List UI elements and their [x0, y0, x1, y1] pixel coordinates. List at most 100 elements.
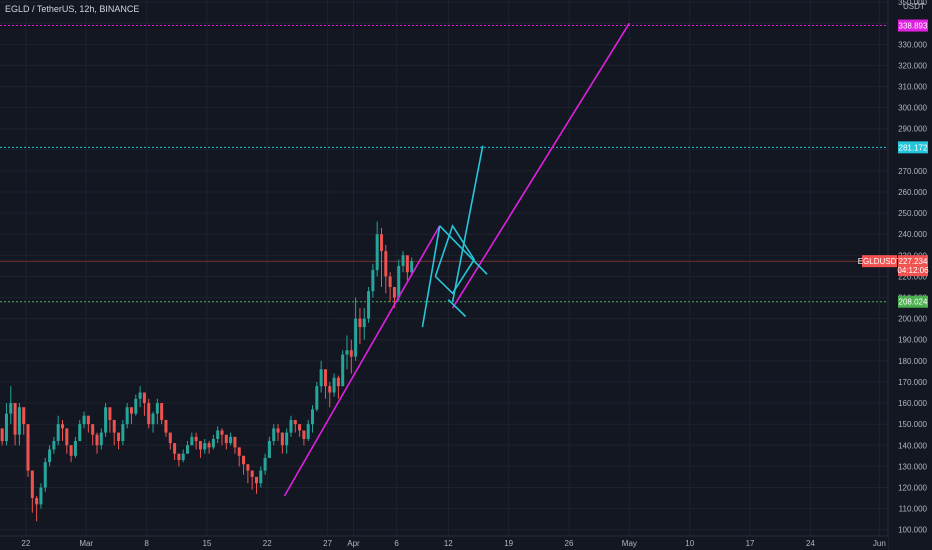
trendline [434, 223, 476, 295]
candle-body [190, 436, 194, 446]
candle-body [341, 354, 345, 387]
candle-body [112, 419, 116, 433]
candle-body [384, 251, 388, 277]
candle-body [117, 432, 121, 442]
candle-body [298, 424, 302, 431]
candle-body [26, 424, 30, 471]
candle-body [73, 441, 77, 456]
time-tick-label: 8 [144, 539, 149, 548]
level-price-tag [898, 19, 928, 32]
price-tick-label: 350.000 [898, 0, 927, 7]
candle-body [198, 441, 202, 450]
candle-body [173, 443, 177, 454]
candle-body [345, 350, 349, 355]
candle-body [69, 445, 73, 456]
candle-body [371, 270, 375, 292]
time-tick-label: 24 [806, 539, 815, 548]
time-tick-label: Apr [347, 539, 360, 548]
candle-body [56, 424, 60, 442]
level-price-tag-text: 281.172 [899, 143, 928, 152]
candle-body [224, 434, 228, 444]
candle-body [289, 419, 293, 433]
candle-body [125, 407, 129, 425]
price-tick-label: 300.000 [898, 104, 927, 113]
candle-body [0, 428, 4, 442]
candle-body [392, 286, 396, 298]
candle-body [285, 432, 289, 446]
price-tick-label: 160.000 [898, 399, 927, 408]
trendline [421, 225, 441, 328]
time-tick-label: 22 [263, 539, 272, 548]
candle-body [354, 318, 358, 357]
time-tick-label: 22 [21, 539, 30, 548]
candle-body [405, 255, 409, 273]
candle-body [138, 392, 142, 399]
candle-body [155, 403, 159, 414]
trendline [447, 299, 467, 318]
price-tick-label: 310.000 [898, 83, 927, 92]
symbol-tag-text: EGLDUSDT [858, 257, 902, 266]
time-axis-panel[interactable] [0, 536, 888, 550]
candle-body [379, 234, 384, 252]
candle-body [315, 386, 319, 410]
countdown-tag-text: 04:12:06 [897, 266, 929, 275]
candle-body [121, 424, 125, 442]
chart-title: EGLD / TetherUS, 12h, BINANCE [5, 4, 140, 14]
candle-body [104, 407, 108, 433]
candle-body [293, 419, 297, 425]
level-price-tag [898, 141, 928, 154]
price-tick-label: 140.000 [898, 441, 927, 450]
symbol-tag [862, 255, 897, 268]
candle-body [147, 403, 151, 425]
candle-body [186, 445, 190, 454]
candle-body [91, 424, 95, 435]
price-tick-label: 150.000 [898, 420, 927, 429]
candle-body [134, 398, 138, 414]
price-tick-label: 100.000 [898, 526, 927, 535]
candle-body [250, 470, 254, 477]
candle-body [211, 438, 215, 448]
price-tick-label: 290.000 [898, 125, 927, 134]
candle-body [254, 476, 258, 484]
price-tick-label: 220.000 [898, 272, 927, 281]
candle-body [129, 407, 133, 414]
price-tick-label: 170.000 [898, 378, 927, 387]
trendline [451, 145, 484, 302]
candle-body [13, 403, 17, 435]
candle-body [397, 265, 401, 298]
candle-body [142, 392, 146, 404]
candle-body [336, 377, 340, 387]
candle-body [207, 443, 211, 448]
candle-body [4, 413, 8, 442]
trendline [283, 225, 441, 497]
price-tick-label: 200.000 [898, 315, 927, 324]
currency-label: USDT [903, 2, 925, 11]
candle-body [9, 403, 13, 414]
candle-body [220, 430, 224, 435]
time-tick-label: 6 [394, 539, 399, 548]
trendlines [283, 22, 631, 497]
candle-body [388, 276, 392, 287]
candle-body [48, 449, 52, 463]
candle-body [349, 350, 353, 357]
candle-body [194, 436, 198, 442]
candle-body [177, 453, 181, 461]
candle-body [99, 432, 103, 446]
time-tick-label: May [622, 539, 637, 548]
price-tick-label: 240.000 [898, 230, 927, 239]
candle-body [367, 291, 371, 319]
price-tick-label: 180.000 [898, 357, 927, 366]
candle-body [267, 441, 271, 458]
time-tick-label: 17 [746, 539, 755, 548]
candle-body [82, 415, 86, 425]
candle-body [280, 432, 284, 446]
grid-lines [0, 0, 888, 536]
last-price-tag [898, 255, 928, 277]
candle-body [362, 318, 366, 328]
candle-body [229, 436, 233, 444]
candle-body [410, 261, 414, 273]
price-tick-label: 120.000 [898, 483, 927, 492]
price-tick-label: 130.000 [898, 462, 927, 471]
candle-body [323, 369, 327, 387]
